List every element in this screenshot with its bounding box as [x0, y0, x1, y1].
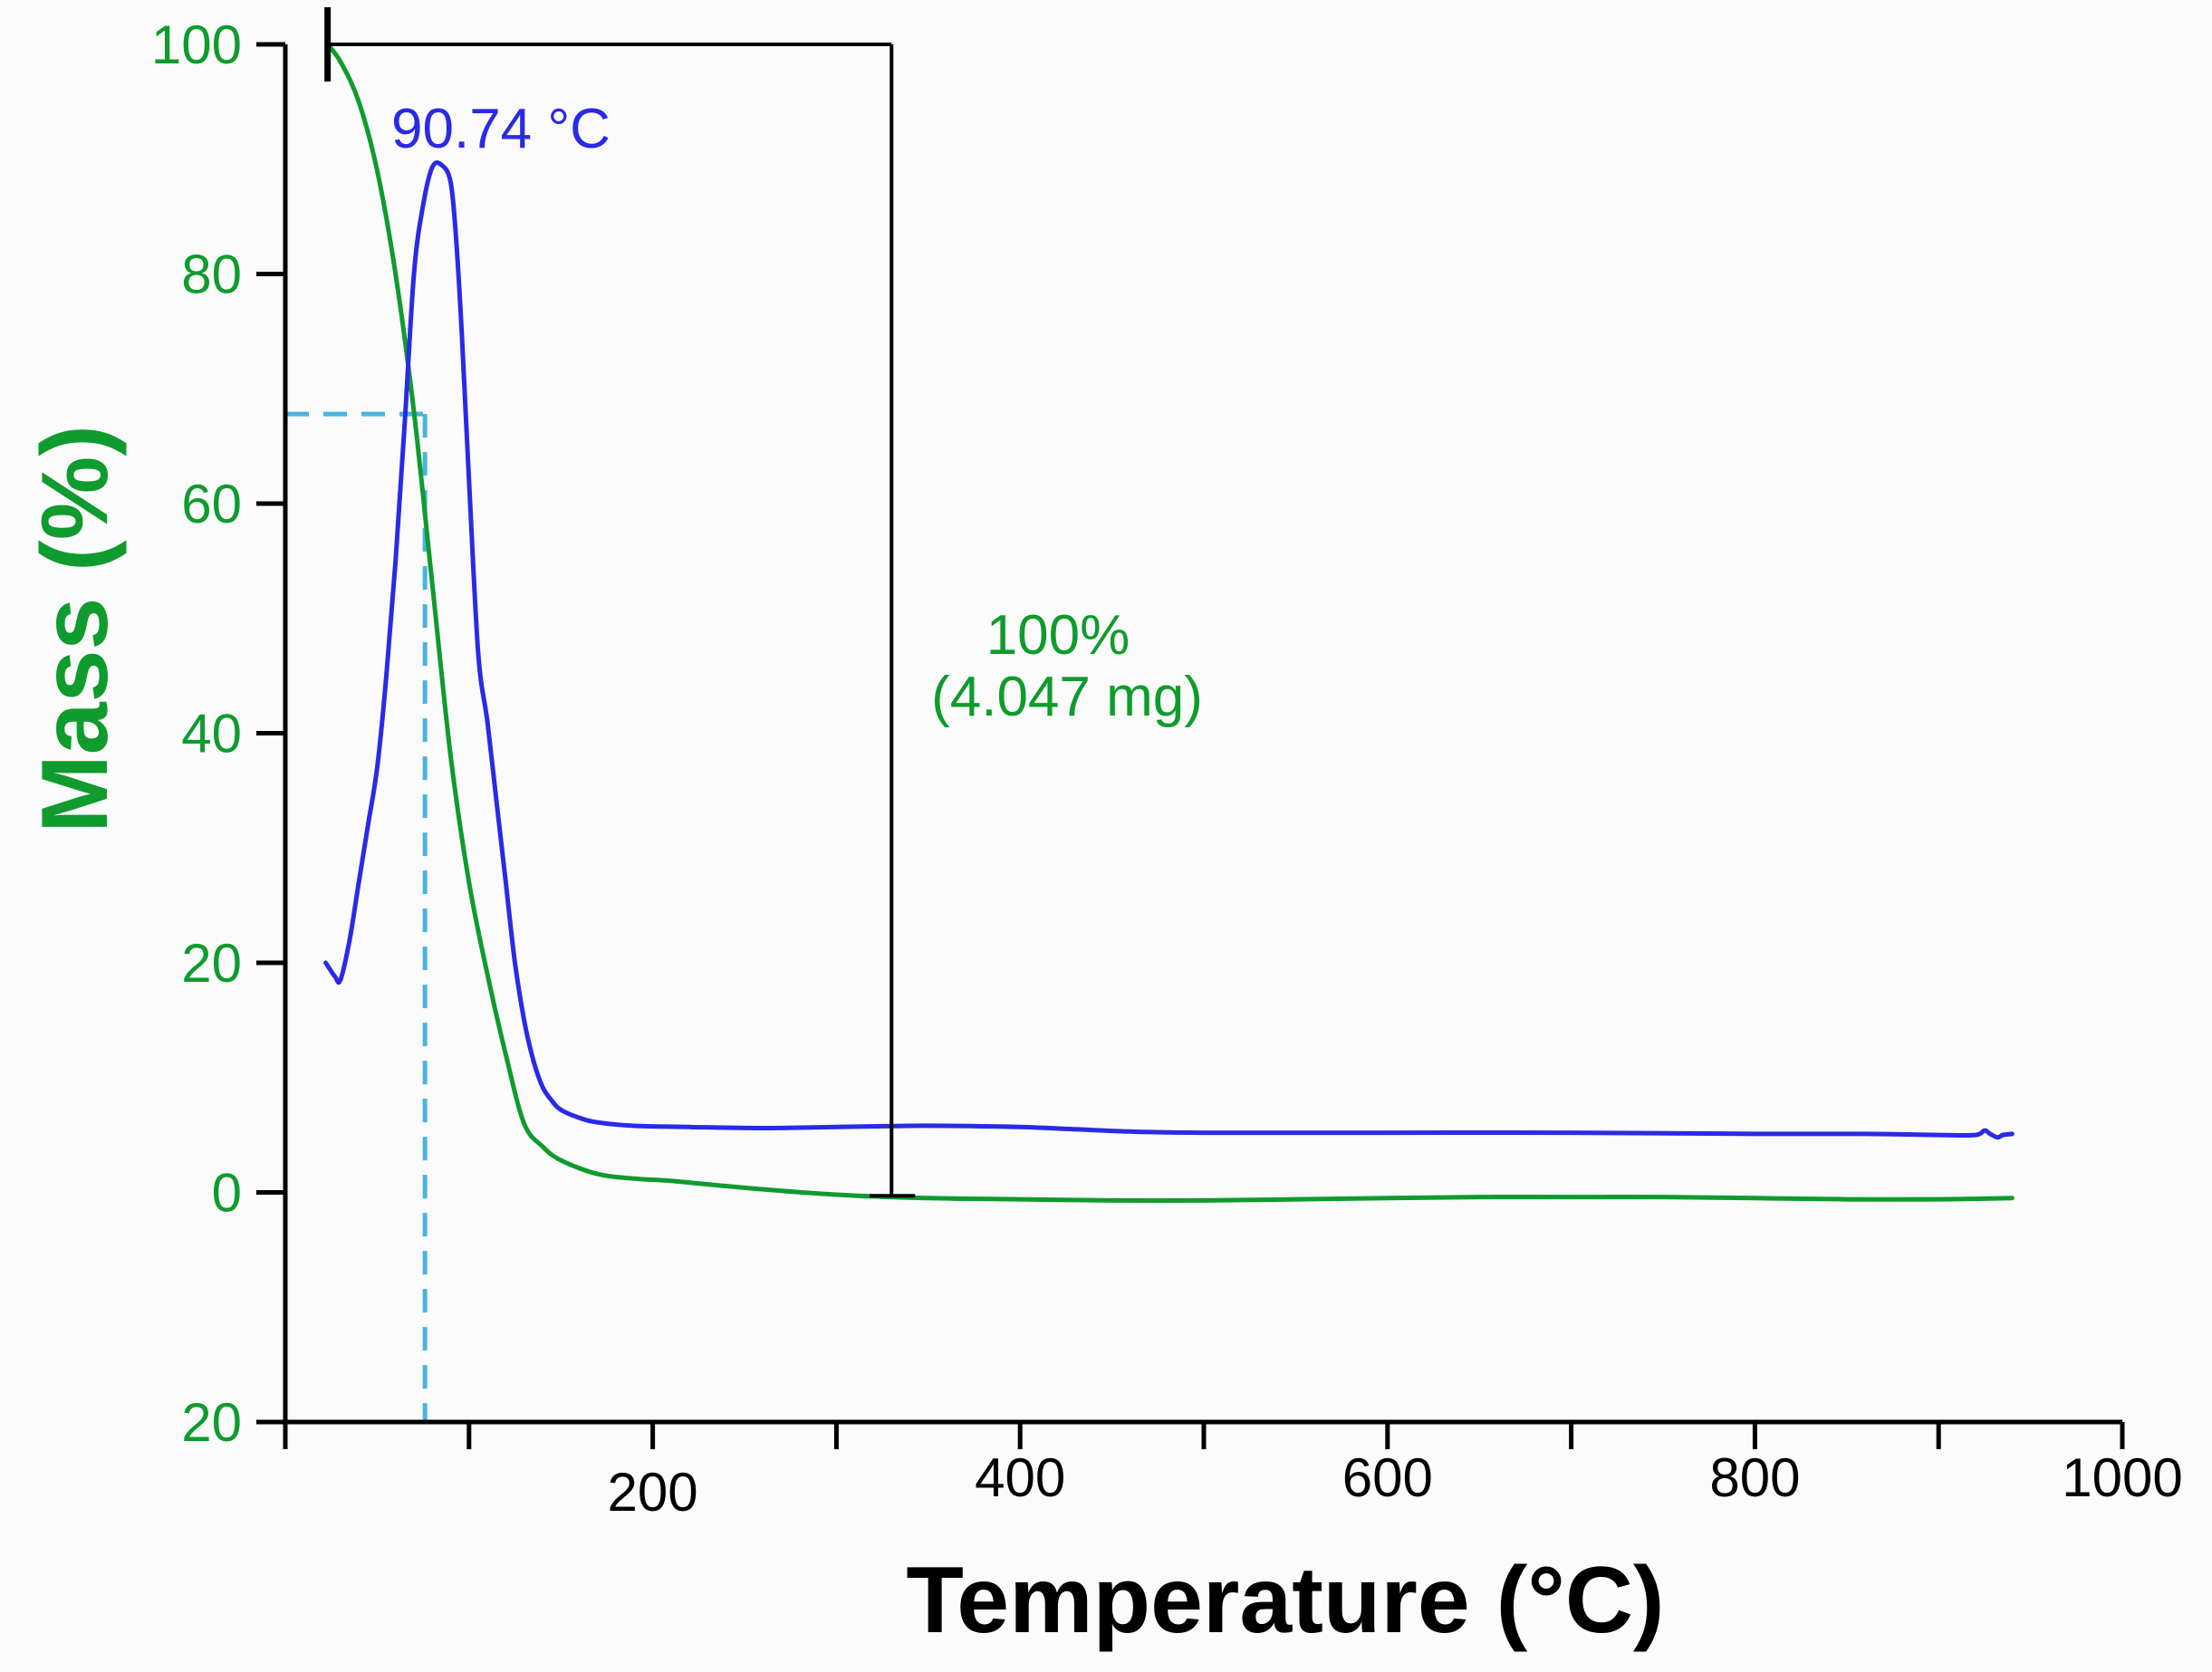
- x-axis-title: Temperature (°C): [906, 1548, 1664, 1653]
- y-tick-label: 0: [212, 1163, 242, 1224]
- mass-loss-bracket: [324, 7, 916, 1198]
- guide-lines: [285, 411, 428, 1422]
- y-axis-title: Mass (%): [23, 425, 128, 833]
- y-tick-label: 20: [181, 933, 242, 994]
- x-tick-label: 1000: [2062, 1447, 2182, 1508]
- y-tick-label: 100: [151, 14, 242, 75]
- x-tick-label: 400: [975, 1447, 1065, 1508]
- y-tick-label: 40: [181, 704, 242, 764]
- x-tick-label: 600: [1342, 1447, 1433, 1508]
- mass-loss-label-line2: (4.047 mg): [931, 666, 1203, 728]
- y-tick-label: 60: [181, 474, 242, 534]
- y-tick-label: 20: [181, 1392, 242, 1453]
- x-tick-label: 200: [608, 1462, 698, 1523]
- series-line-derivative: [323, 160, 2015, 1140]
- series-line-mass: [325, 42, 2015, 1204]
- peak-temperature-label: 90.74 °C: [391, 98, 611, 160]
- mass-loss-label-line1: 100%: [986, 604, 1130, 667]
- x-tick-label: 800: [1709, 1447, 1800, 1508]
- y-tick-label: 80: [181, 245, 242, 305]
- series-layer: [323, 42, 2015, 1204]
- axes: [256, 42, 2125, 1449]
